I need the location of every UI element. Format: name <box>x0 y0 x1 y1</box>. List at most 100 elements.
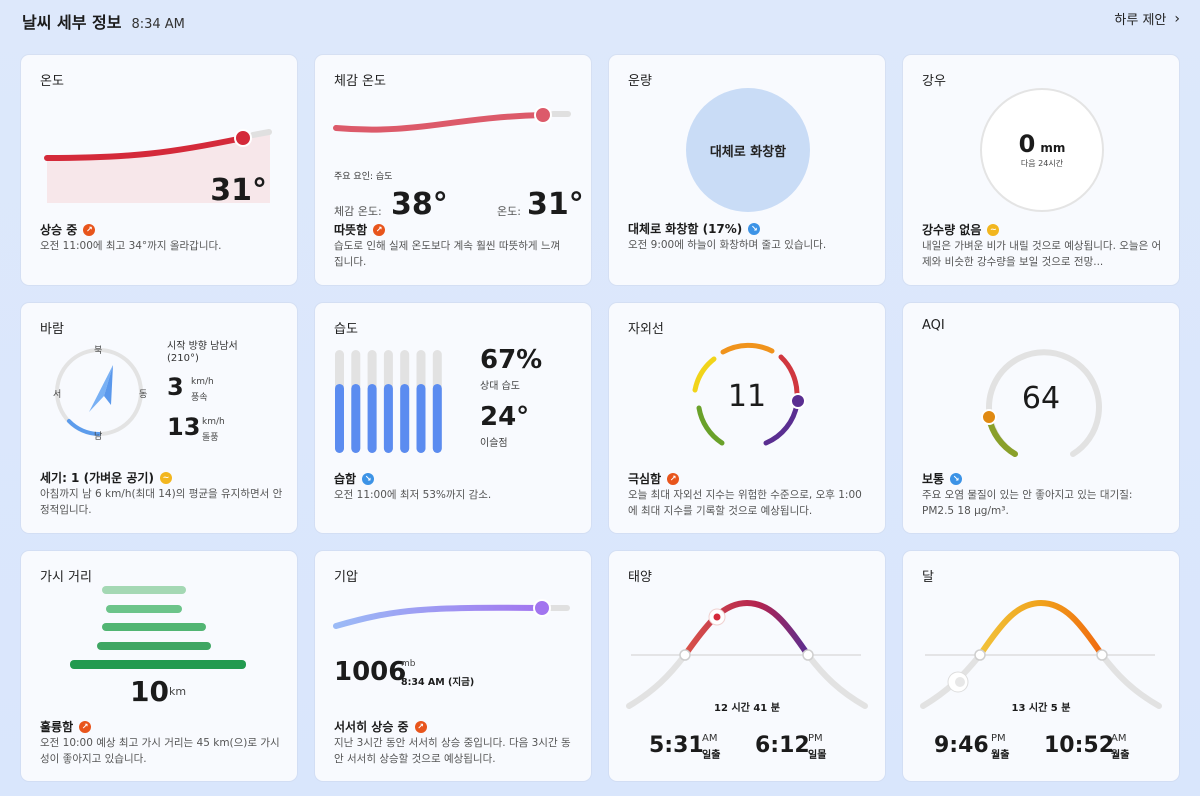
temperature-desc: 오전 11:00에 최고 34°까지 올라갑니다. <box>40 240 222 252</box>
wind-speed: 3 <box>167 373 184 401</box>
pressure-desc: 지난 3시간 동안 서서히 상승 중입니다. 다음 3시간 동안 서서히 상승할… <box>334 737 571 765</box>
visibility-desc: 오전 10:00 예상 최고 가시 거리는 45 km(으)로 가시성이 좋아지… <box>40 737 280 765</box>
uv-card[interactable]: 자외선 11 극심함 ↗ 오늘 최대 자외선 지수는 위험한 수준으로, 오후 … <box>609 303 885 533</box>
sunset-ampm: PM <box>808 733 823 744</box>
feels-like-card[interactable]: 체감 온도 주요 요인: 습도 체감 온도: 38° 온도: 31° 따뜻함 ↗… <box>315 55 591 285</box>
rain-unit: mm <box>1040 141 1066 155</box>
trend-down-icon: ↘ <box>748 222 761 235</box>
rain-gauge: 0 mm 다음 24시간 <box>980 88 1104 212</box>
cloud-desc: 오전 9:00에 하늘이 화창하며 줄고 있습니다. <box>628 239 827 251</box>
card-title: 가시 거리 <box>40 570 92 585</box>
feels-status: 따뜻함 ↗ <box>334 221 386 238</box>
card-title: 온도 <box>40 74 64 89</box>
visibility-value: 10 <box>130 675 169 708</box>
card-title: AQI <box>922 318 945 333</box>
rain-desc: 내일은 가벼운 비가 내릴 것으로 예상됩니다. 오늘은 어제와 비슷한 강수량… <box>922 240 1162 268</box>
humidity-card[interactable]: 습도 67% 상대 습도 24° 이슬점 습함 ↘ 오전 11:00에 최저 5… <box>315 303 591 533</box>
uv-gauge <box>692 342 806 446</box>
moonrise-time: 9:46 <box>934 733 989 758</box>
wind-status: 세기: 1 (가벼운 공기) ~ <box>40 469 172 486</box>
temperature-value: 31° <box>210 173 267 208</box>
feels-label: 체감 온도: <box>334 205 382 218</box>
temp-value: 31° <box>527 187 584 222</box>
sun-arc <box>626 599 868 709</box>
card-title: 체감 온도 <box>334 74 386 89</box>
humidity-bar-fill <box>416 383 426 453</box>
pressure-card[interactable]: 기압 1006 mb 8:34 AM (지금) 서서히 상승 중 ↗ 지난 3시… <box>315 551 591 781</box>
uv-value: 11 <box>727 379 767 414</box>
daily-suggestion-link[interactable]: 하루 제안 › <box>1114 9 1180 29</box>
card-title: 태양 <box>628 570 652 585</box>
status-text: 대체로 화창함 (17%) <box>628 222 743 236</box>
humidity-bar-fill <box>335 383 344 453</box>
trend-up-icon: ↗ <box>83 223 96 236</box>
humidity-status: 습함 ↘ <box>334 470 375 487</box>
card-title: 바람 <box>40 322 64 337</box>
dew-point-label: 이슬점 <box>480 438 508 449</box>
moon-card[interactable]: 달 13 시간 5 분 9:46 PM 월출 10:52 AM 월출 <box>903 551 1179 781</box>
trend-up-icon: ↗ <box>667 472 680 485</box>
aqi-value: 64 <box>1021 381 1061 416</box>
wind-gust: 13 <box>167 413 201 441</box>
status-text: 훌륭함 <box>40 720 74 734</box>
sunrise-label: 일출 <box>702 750 721 761</box>
temp-label: 온도: <box>497 205 521 218</box>
status-text: 서서히 상승 중 <box>334 720 409 734</box>
wind-card[interactable]: 바람 북 서 동 남 시작 방향 남남서 (210°) 3 km/h 풍속 13… <box>21 303 297 533</box>
sunset-label: 일몰 <box>808 750 827 761</box>
sunrise-ampm: AM <box>702 733 718 744</box>
sunrise-time: 5:31 <box>649 733 704 758</box>
compass-east: 동 <box>139 390 148 400</box>
wind-gust-unit: km/h <box>202 417 225 427</box>
visibility-card[interactable]: 가시 거리 10 km 훌륭함 ↗ 오전 10:00 예상 최고 가시 거리는 … <box>21 551 297 781</box>
wind-speed-unit: km/h <box>191 377 214 387</box>
humidity-bar-fill <box>351 383 361 453</box>
trend-up-icon: ↗ <box>373 223 386 236</box>
compass-south: 남 <box>94 432 103 442</box>
pressure-status: 서서히 상승 중 ↗ <box>334 718 427 735</box>
temperature-status: 상승 중 ↗ <box>40 221 96 238</box>
rain-amount: 0 <box>1018 130 1036 158</box>
cloud-center-text: 대체로 화창함 <box>709 144 787 160</box>
wind-degrees: (210°) <box>167 353 199 364</box>
trend-up-icon: ↗ <box>414 720 427 733</box>
rain-period: 다음 24시간 <box>1020 159 1064 168</box>
temperature-card[interactable]: 온도 31° 상승 중 ↗ 오전 11:00에 최고 34°까지 올라갑니다. <box>21 55 297 285</box>
moon-arc <box>920 599 1162 709</box>
feels-factor: 주요 요인: 습도 <box>334 172 393 182</box>
visibility-unit: km <box>169 685 187 698</box>
compass-west: 서 <box>53 390 62 400</box>
pressure-graph <box>333 599 570 629</box>
trend-down-icon: ↘ <box>950 472 963 485</box>
trend-flat-icon: ~ <box>159 471 172 484</box>
pressure-unit: mb <box>401 659 416 669</box>
wind-direction: 시작 방향 남남서 <box>167 341 238 352</box>
page-time: 8:34 AM <box>131 17 185 32</box>
wind-desc: 아침까지 남 6 km/h(최대 14)의 평균을 유지하면서 안정적입니다. <box>40 488 283 516</box>
humidity-bar-fill <box>383 383 393 453</box>
card-title: 강우 <box>922 74 946 89</box>
sun-card[interactable]: 태양 12 시간 41 분 5:31 AM 일출 6:12 PM 일몰 <box>609 551 885 781</box>
moon-duration: 13 시간 5 분 <box>1011 703 1071 714</box>
rain-card[interactable]: 강우 0 mm 다음 24시간 강수량 없음 ~ 내일은 가벼운 비가 내릴 것… <box>903 55 1179 285</box>
humidity-bar-fill <box>432 383 442 453</box>
humidity-bars <box>335 350 442 453</box>
visibility-bars <box>70 586 246 669</box>
sun-duration: 12 시간 41 분 <box>714 703 780 714</box>
aqi-card[interactable]: AQI 64 보통 ↘ 주요 오염 물질이 있는 안 좋아지고 있는 대기질: … <box>903 303 1179 533</box>
rain-status: 강수량 없음 ~ <box>922 221 1000 238</box>
uv-desc: 오늘 최대 자외선 지수는 위험한 수준으로, 오후 1:00에 최대 지수를 … <box>628 489 862 517</box>
card-title: 습도 <box>334 322 358 337</box>
feels-like-graph <box>333 106 571 133</box>
cloud-cover-card[interactable]: 운량 대체로 화창함 대체로 화창함 (17%) ↘ 오전 9:00에 하늘이 … <box>609 55 885 285</box>
sunset-time: 6:12 <box>755 733 810 758</box>
aqi-status: 보통 ↘ <box>922 470 963 487</box>
feels-value: 38° <box>391 187 448 222</box>
cloud-status: 대체로 화창함 (17%) ↘ <box>628 220 761 237</box>
status-text: 상승 중 <box>40 223 78 237</box>
header: 날씨 세부 정보 8:34 AM <box>22 9 185 33</box>
status-text: 극심함 <box>628 472 662 486</box>
visibility-status: 훌륭함 ↗ <box>40 718 92 735</box>
trend-flat-icon: ~ <box>987 223 1000 236</box>
status-text: 습함 <box>334 472 357 486</box>
